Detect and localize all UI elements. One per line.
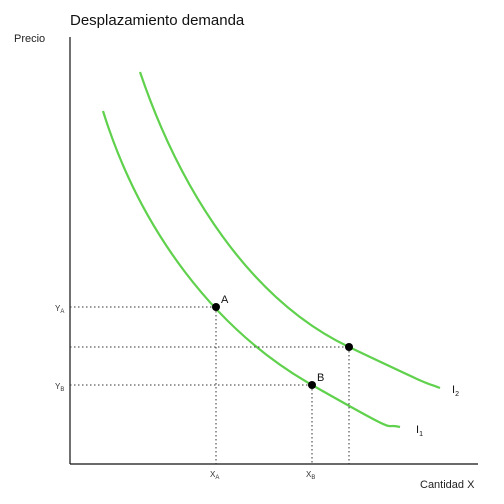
point-b <box>308 381 316 389</box>
point-b-label: B <box>317 372 324 384</box>
tick-x-a-sub: A <box>215 475 219 481</box>
point-a-label: A <box>221 294 229 306</box>
tick-x-a: XA <box>210 470 219 481</box>
tick-y-b: YB <box>55 382 64 393</box>
indifference-curve-2 <box>138 71 441 390</box>
tick-x-a-main: X <box>210 470 216 479</box>
tick-y-a-sub: A <box>60 309 64 315</box>
curve-i1-label: I1 <box>416 424 423 438</box>
x-axis-label: Cantidad X <box>420 479 475 491</box>
curve-i2-label: I2 <box>452 384 459 398</box>
y-axis-label: Precio <box>14 33 45 45</box>
indifference-curve-1 <box>101 110 401 429</box>
diagram-title: Desplazamiento demanda <box>70 12 245 29</box>
tick-x-b-main: X <box>306 470 312 479</box>
tick-y-b-main: Y <box>55 382 61 391</box>
tick-y-a: YA <box>55 304 64 315</box>
curve-i2-sub: 2 <box>455 391 459 398</box>
curve-i2-main: I <box>452 384 455 396</box>
point-a <box>212 303 220 311</box>
point-c <box>345 343 353 351</box>
tick-y-b-sub: B <box>60 387 64 393</box>
tick-x-b-sub: B <box>311 475 315 481</box>
curve-i1-sub: 1 <box>419 431 423 438</box>
curve-i1-main: I <box>416 424 419 436</box>
tick-x-b: XB <box>306 470 315 481</box>
tick-y-a-main: Y <box>55 304 61 313</box>
